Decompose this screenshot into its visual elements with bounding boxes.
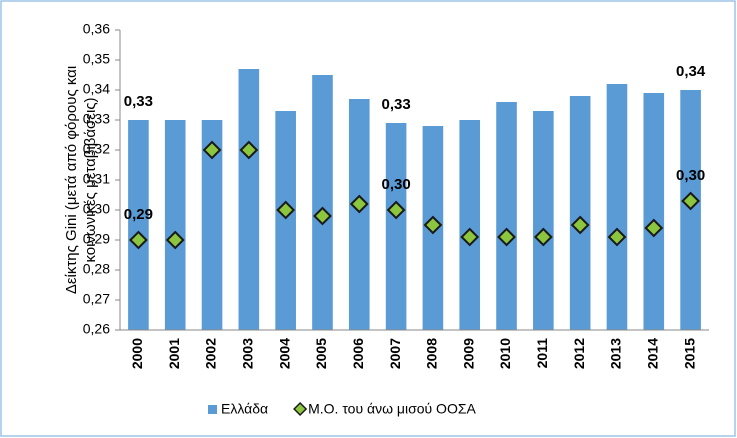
y-tick-label: 0,34 — [83, 81, 110, 97]
x-tick-label: 2013 — [608, 338, 624, 369]
diamond-marker — [607, 227, 627, 247]
diamond-marker — [276, 200, 296, 220]
y-tick-label: 0,33 — [83, 111, 110, 127]
bar — [128, 120, 149, 330]
diamond-marker — [533, 227, 553, 247]
diamond-marker — [239, 140, 259, 160]
bar-value-label: 0,34 — [676, 63, 706, 80]
x-tick-label: 2014 — [644, 338, 660, 369]
legend-label: Μ.Ο. του άνω μισού ΟΟΣΑ — [308, 401, 476, 417]
y-tick-label: 0,29 — [83, 231, 110, 247]
x-tick-label: 2007 — [387, 338, 403, 369]
x-tick-label: 2012 — [571, 338, 587, 369]
diamond-value-label: 0,30 — [676, 167, 705, 184]
diamond-marker — [460, 227, 480, 247]
y-axis-title: κοινωνικές μεταβιβάσεις) — [82, 97, 99, 262]
bar — [164, 120, 186, 330]
y-tick-label: 0,35 — [83, 51, 110, 67]
x-tick-label: 2011 — [534, 338, 550, 369]
legend-swatch — [293, 401, 308, 417]
bar-value-label: 0,33 — [381, 96, 410, 113]
bar — [606, 84, 628, 330]
bar — [312, 75, 333, 330]
diamond-marker — [644, 218, 664, 238]
x-tick-label: 2010 — [497, 338, 513, 369]
x-tick-label: 2003 — [240, 338, 256, 369]
legend-label: Ελλάδα — [221, 401, 268, 417]
x-tick-label: 2015 — [681, 338, 697, 369]
diamond-value-label: 0,29 — [124, 206, 153, 223]
diamond-marker — [202, 140, 222, 160]
diamond-marker — [423, 215, 443, 235]
diamond-marker — [349, 194, 369, 214]
bar — [275, 111, 296, 330]
x-tick-label: 2009 — [460, 338, 476, 369]
diamond-marker — [681, 191, 701, 211]
bar — [569, 96, 591, 330]
y-tick-label: 0,31 — [83, 171, 110, 187]
bar — [238, 69, 260, 330]
y-tick-label: 0,28 — [83, 261, 110, 277]
x-tick-label: 2008 — [424, 338, 440, 369]
bar — [496, 102, 517, 330]
bar — [201, 120, 223, 330]
diamond-marker — [497, 227, 516, 247]
y-tick-label: 0,32 — [83, 141, 110, 157]
x-tick-label: 2002 — [203, 338, 219, 369]
diamond-marker — [570, 215, 590, 235]
x-tick-label: 2005 — [313, 338, 329, 369]
bar — [348, 99, 370, 330]
diamond-marker — [128, 230, 148, 250]
x-tick-label: 2001 — [166, 338, 182, 369]
bar — [459, 120, 481, 330]
diamond-marker — [165, 230, 185, 250]
y-axis-title: Δείκτης Gini (μετά από φόρους και — [63, 66, 80, 294]
x-tick-label: 2006 — [350, 338, 366, 369]
legend-swatch — [208, 405, 217, 414]
bar — [643, 93, 665, 330]
y-tick-label: 0,26 — [83, 321, 110, 337]
diamond-marker — [313, 206, 332, 226]
bar-value-label: 0,33 — [124, 93, 153, 110]
x-tick-label: 2000 — [129, 338, 145, 369]
diamond-marker — [386, 200, 406, 220]
y-tick-label: 0,27 — [83, 291, 110, 307]
bar — [385, 123, 407, 330]
diamond-value-label: 0,30 — [381, 176, 410, 193]
y-tick-label: 0,36 — [83, 21, 110, 37]
y-tick-label: 0,30 — [83, 201, 110, 217]
bar — [533, 111, 554, 330]
x-tick-label: 2004 — [276, 338, 292, 369]
